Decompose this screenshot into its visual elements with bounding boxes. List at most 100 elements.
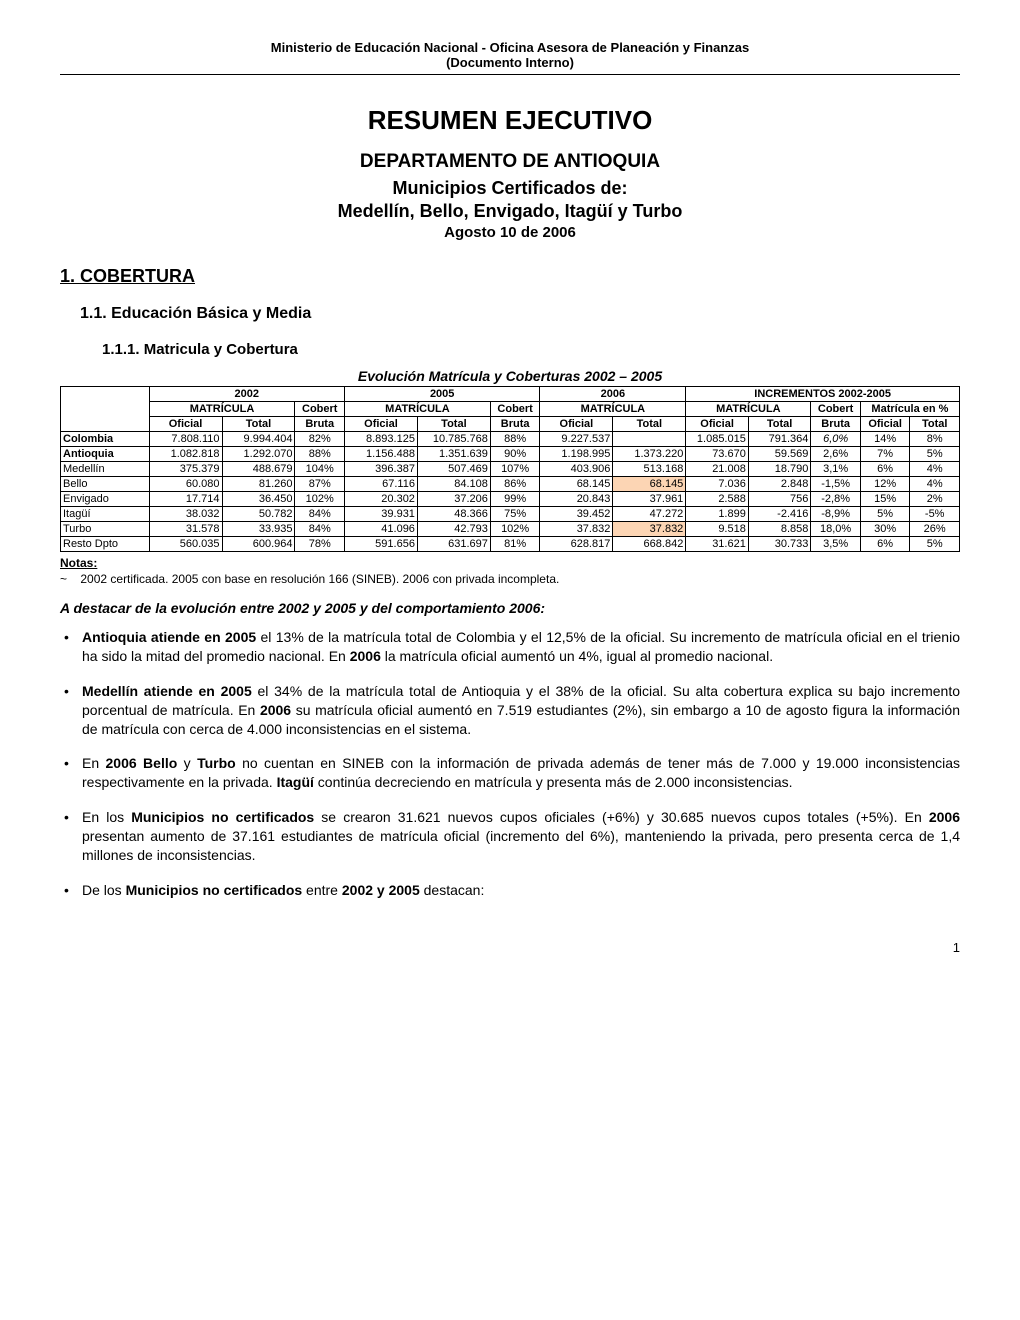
cell: Turbo (61, 522, 150, 537)
bullet-list: Antioquia atiende en 2005 el 13% de la m… (60, 628, 960, 900)
cell: 628.817 (540, 537, 613, 552)
cell: 84% (295, 507, 345, 522)
cell (613, 432, 686, 447)
cell: -8,9% (811, 507, 861, 522)
notas-text: ~ 2002 certificada. 2005 con base en res… (60, 572, 960, 586)
bullet-item: Medellín atiende en 2005 el 34% de la ma… (60, 682, 960, 739)
th-to-05: Total (417, 417, 490, 432)
cell: Colombia (61, 432, 150, 447)
table-row: Itagüí38.03250.78284%39.93148.36675%39.4… (61, 507, 960, 522)
cell: 84% (295, 522, 345, 537)
cell: 3,1% (811, 462, 861, 477)
cell: 84.108 (417, 477, 490, 492)
bullet-item: Antioquia atiende en 2005 el 13% de la m… (60, 628, 960, 666)
cell: 30.733 (748, 537, 811, 552)
th-br-inc: Bruta (811, 417, 861, 432)
cell: 21.008 (686, 462, 749, 477)
title-date: Agosto 10 de 2006 (60, 224, 960, 241)
cell: 18,0% (811, 522, 861, 537)
cell: 31.578 (149, 522, 222, 537)
cell: 668.842 (613, 537, 686, 552)
cell: 99% (490, 492, 540, 507)
coverage-table: 2002 2005 2006 INCREMENTOS 2002-2005 MAT… (60, 386, 960, 552)
th-of-pct: Oficial (860, 417, 910, 432)
th-blank (61, 387, 150, 432)
cell: 2,6% (811, 447, 861, 462)
cell: 560.035 (149, 537, 222, 552)
title-main: RESUMEN EJECUTIVO (60, 105, 960, 136)
cell: 17.714 (149, 492, 222, 507)
cell: 20.843 (540, 492, 613, 507)
cell: 3,5% (811, 537, 861, 552)
cell: 791.364 (748, 432, 811, 447)
cell: 37.206 (417, 492, 490, 507)
cell: 5% (910, 447, 960, 462)
bullet-text: 2006 (929, 809, 960, 825)
table-row: Turbo31.57833.93584%41.09642.793102%37.8… (61, 522, 960, 537)
header-line1: Ministerio de Educación Nacional - Ofici… (271, 40, 750, 55)
cell: Medellín (61, 462, 150, 477)
table-row: Medellín375.379488.679104%396.387507.469… (61, 462, 960, 477)
cell: 8% (910, 432, 960, 447)
cell: 67.116 (344, 477, 417, 492)
th-2002: 2002 (149, 387, 344, 402)
bullet-item: En 2006 Bello y Turbo no cuentan en SINE… (60, 754, 960, 792)
cell: 107% (490, 462, 540, 477)
th-cob-inc: Cobert (811, 402, 861, 417)
cell: 1.373.220 (613, 447, 686, 462)
header-line2: (Documento Interno) (446, 55, 574, 70)
cell: 36.450 (222, 492, 295, 507)
cell: 513.168 (613, 462, 686, 477)
cell: 37.832 (540, 522, 613, 537)
th-of-05: Oficial (344, 417, 417, 432)
destacar-heading: A destacar de la evolución entre 2002 y … (60, 600, 960, 616)
table-row: Antioquia1.082.8181.292.07088%1.156.4881… (61, 447, 960, 462)
cell: 39.931 (344, 507, 417, 522)
cell: 47.272 (613, 507, 686, 522)
table-row: Colombia7.808.1109.994.40482%8.893.12510… (61, 432, 960, 447)
bullet-text: 2006 Bello (106, 755, 178, 771)
bullet-text: 2006 (260, 702, 291, 718)
cell: 591.656 (344, 537, 417, 552)
cell: 81.260 (222, 477, 295, 492)
title-muni-1: Municipios Certificados de: (60, 178, 960, 199)
bullet-text: y (177, 755, 197, 771)
th-to-02: Total (222, 417, 295, 432)
cell: 10.785.768 (417, 432, 490, 447)
cell: 8.858 (748, 522, 811, 537)
cell: 31.621 (686, 537, 749, 552)
bullet-text: la matrícula oficial aumentó un 4%, igua… (381, 648, 773, 664)
cell: 39.452 (540, 507, 613, 522)
table-head: 2002 2005 2006 INCREMENTOS 2002-2005 MAT… (61, 387, 960, 432)
cell: 48.366 (417, 507, 490, 522)
cell: 5% (860, 507, 910, 522)
th-to-inc: Total (748, 417, 811, 432)
table-title: Evolución Matrícula y Coberturas 2002 – … (60, 368, 960, 384)
bullet-text: presentan aumento de 37.161 estudiantes … (82, 828, 960, 863)
cell: 7.808.110 (149, 432, 222, 447)
table-row: Bello60.08081.26087%67.11684.10886%68.14… (61, 477, 960, 492)
bullet-text: entre (302, 882, 342, 898)
cell: Antioquia (61, 447, 150, 462)
th-mat-inc: MATRÍCULA (686, 402, 811, 417)
cell: Itagüí (61, 507, 150, 522)
cell: 8.893.125 (344, 432, 417, 447)
cell: 102% (490, 522, 540, 537)
cell: 88% (490, 432, 540, 447)
cell: -2.416 (748, 507, 811, 522)
cell: 15% (860, 492, 910, 507)
cell: 396.387 (344, 462, 417, 477)
cell: 631.697 (417, 537, 490, 552)
document-header: Ministerio de Educación Nacional - Ofici… (60, 40, 960, 75)
cell: 81% (490, 537, 540, 552)
cell: 1.156.488 (344, 447, 417, 462)
cell: 20.302 (344, 492, 417, 507)
cell: 59.569 (748, 447, 811, 462)
cell: 1.198.995 (540, 447, 613, 462)
cell: 4% (910, 477, 960, 492)
th-mat-05: MATRÍCULA (344, 402, 490, 417)
cell: 9.994.404 (222, 432, 295, 447)
th-2006: 2006 (540, 387, 686, 402)
cell: 102% (295, 492, 345, 507)
th-br-02: Bruta (295, 417, 345, 432)
